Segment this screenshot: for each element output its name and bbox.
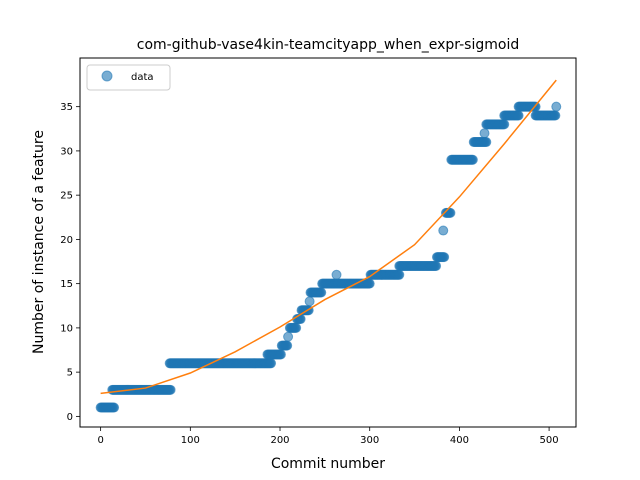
x-tick-label: 400	[450, 435, 469, 446]
y-tick-label: 0	[67, 412, 73, 423]
data-point	[431, 260, 442, 271]
x-tick-label: 100	[181, 435, 200, 446]
y-tick-label: 20	[60, 235, 73, 246]
data-point	[467, 154, 478, 165]
legend-box	[86, 64, 171, 91]
legend-label: data	[131, 72, 154, 83]
legend: data	[86, 64, 171, 91]
data-point	[283, 331, 294, 342]
fit-line	[100, 79, 557, 395]
data-point	[291, 322, 302, 333]
y-tick-label: 5	[67, 368, 73, 379]
data-point	[479, 128, 490, 139]
data-point	[445, 207, 456, 218]
legend-marker	[101, 70, 113, 82]
x-tick-label: 500	[540, 435, 559, 446]
data-point	[513, 110, 524, 121]
data-point	[275, 349, 286, 360]
data-point	[266, 358, 277, 369]
data-point	[364, 278, 375, 289]
data-point	[481, 137, 492, 148]
data-point	[551, 101, 562, 112]
data-point	[394, 269, 405, 280]
y-tick-label: 10	[60, 323, 73, 334]
chart-title: com-github-vase4kin-teamcityapp_when_exp…	[137, 37, 519, 53]
data-point	[439, 252, 450, 263]
data-point	[109, 402, 120, 413]
y-tick-label: 15	[60, 279, 73, 290]
y-axis: 0 5 10 15 20 25 30 35	[60, 102, 80, 423]
x-axis-label: Commit number	[271, 456, 385, 472]
data-point	[331, 269, 342, 280]
data-point	[550, 110, 561, 121]
y-axis-label: Number of instance of a feature	[31, 130, 47, 354]
data-point	[304, 296, 315, 307]
data-point	[165, 384, 176, 395]
x-tick-label: 200	[270, 435, 289, 446]
plot-area	[95, 79, 562, 413]
data-point	[499, 119, 510, 130]
y-tick-label: 25	[60, 191, 73, 202]
plot-frame	[79, 57, 577, 428]
data-point	[438, 225, 449, 236]
y-tick-label: 30	[60, 146, 73, 157]
x-tick-label: 300	[360, 435, 379, 446]
data-point	[282, 340, 293, 351]
x-axis: 0 100 200 300 400 500	[97, 427, 559, 446]
x-tick-label: 0	[97, 435, 103, 446]
y-tick-label: 35	[60, 102, 73, 113]
data-point	[316, 287, 327, 298]
